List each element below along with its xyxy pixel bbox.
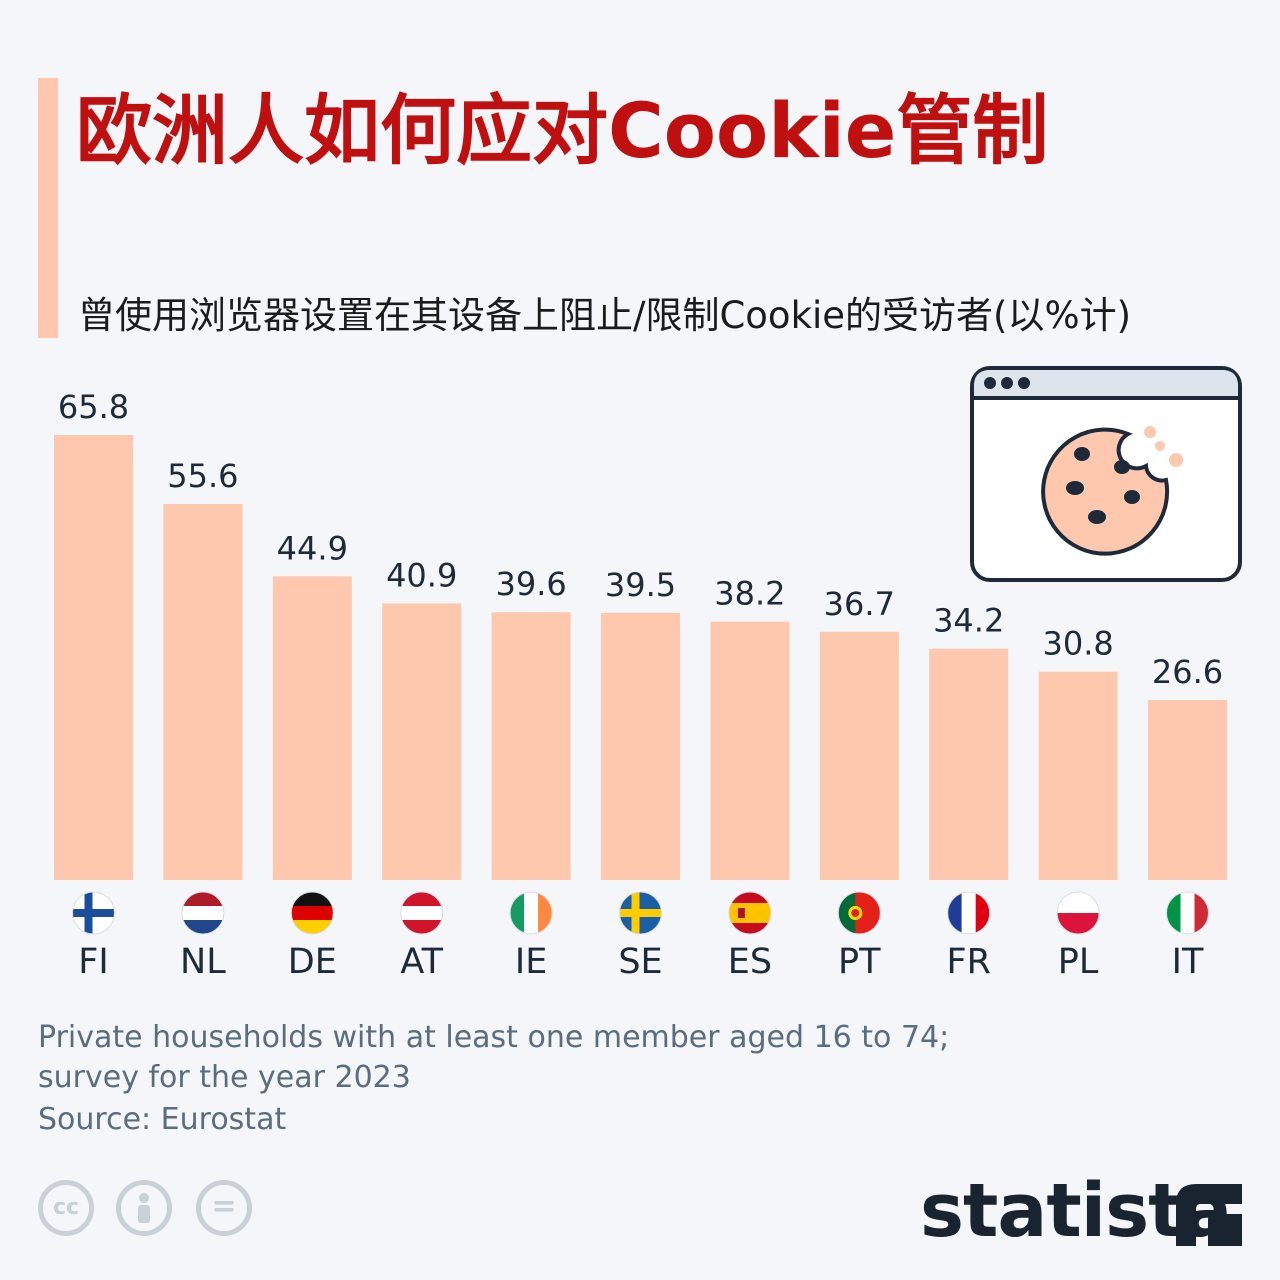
title-accent-bar	[38, 78, 58, 338]
data-label: 26.6	[1152, 653, 1223, 691]
data-label: 39.6	[495, 565, 566, 603]
chart-subtitle: 曾使用浏览器设置在其设备上阻止/限制Cookie的受访者(以%计)	[78, 294, 1132, 337]
data-label: 34.2	[933, 602, 1004, 640]
bar-se	[601, 612, 680, 880]
data-label: 40.9	[386, 556, 457, 594]
data-label: 30.8	[1042, 625, 1113, 663]
nd-icon[interactable]: =	[196, 1180, 252, 1236]
netherlands-flag-icon	[181, 891, 225, 935]
bar-fr	[929, 648, 1009, 880]
bar-chart: 65.8 FI 55.6 NL 44.9 DE 40.9 AT 39.6 IE 39.5 SE 38.2…	[54, 366, 1242, 982]
category-label: FR	[946, 942, 990, 982]
source-note: Source: Eurostat	[38, 1102, 287, 1137]
bar-de	[272, 576, 352, 880]
browser-window-cookie-icon	[970, 366, 1242, 582]
bar-ie	[491, 612, 571, 880]
category-label: ES	[728, 942, 772, 982]
italy-flag-icon	[1166, 891, 1209, 935]
bar-pl	[1038, 671, 1118, 880]
ireland-flag-icon	[509, 891, 553, 935]
bar-it	[1148, 700, 1227, 880]
data-label: 44.9	[277, 529, 348, 567]
data-label: 39.5	[605, 566, 676, 604]
category-label: PT	[838, 942, 881, 982]
category-label: AT	[400, 942, 443, 982]
bar-fi	[54, 435, 133, 880]
category-label: DE	[288, 942, 337, 982]
statista-logo-mark	[1176, 1184, 1242, 1246]
data-label: 36.7	[824, 585, 895, 623]
austria-flag-icon	[400, 891, 444, 935]
finland-flag-icon	[72, 891, 115, 935]
bar-es	[710, 621, 790, 880]
france-flag-icon	[947, 891, 991, 935]
category-label: SE	[618, 942, 662, 982]
bar-at	[382, 603, 462, 880]
poland-flag-icon	[1056, 891, 1100, 935]
by-icon[interactable]	[116, 1180, 172, 1236]
portugal-flag-icon	[837, 891, 881, 935]
category-label: FI	[78, 942, 108, 982]
bar-nl	[163, 503, 243, 880]
data-label: 38.2	[714, 575, 785, 613]
data-label: 65.8	[58, 388, 129, 426]
chart-title: 欧洲人如何应对Cookie管制	[76, 86, 1049, 175]
sweden-flag-icon	[619, 891, 662, 935]
bar-pt	[819, 631, 899, 880]
category-label: PL	[1058, 942, 1099, 982]
germany-flag-icon	[290, 891, 334, 935]
spain-flag-icon	[728, 891, 772, 935]
category-label: IT	[1172, 942, 1204, 982]
footnote: Private households with at least one mem…	[38, 1020, 950, 1095]
data-label: 55.6	[167, 457, 238, 495]
category-label: IE	[515, 942, 547, 982]
cc-icon[interactable]: cc	[38, 1180, 94, 1236]
category-label: NL	[180, 942, 226, 982]
